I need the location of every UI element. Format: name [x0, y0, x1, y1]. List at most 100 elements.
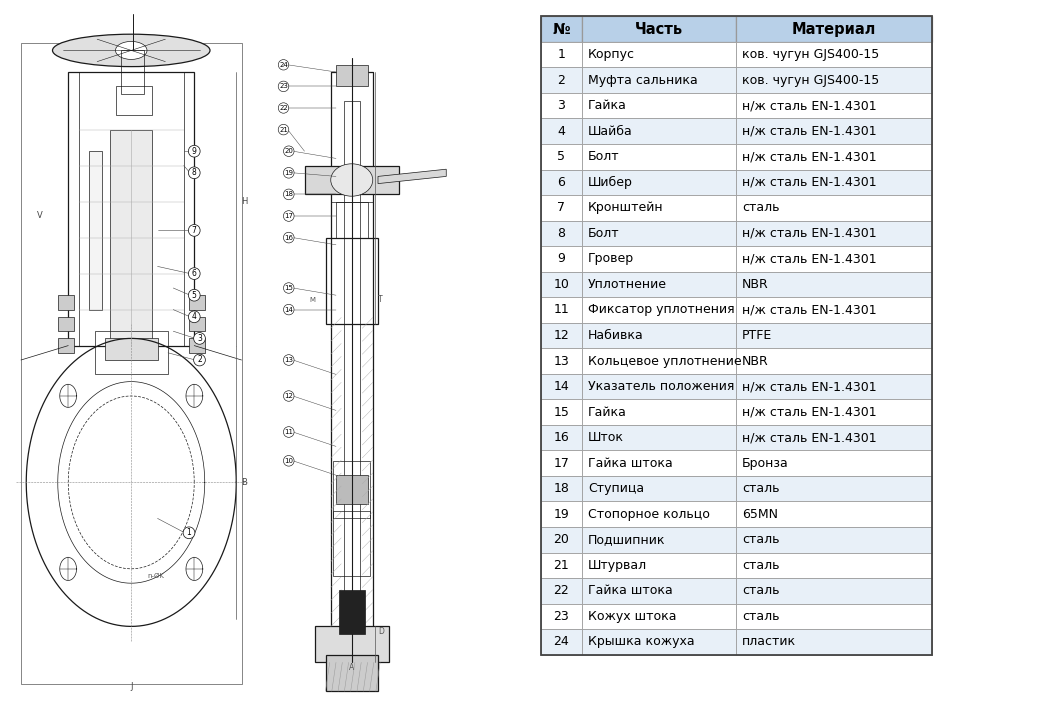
Bar	[541, 451, 582, 476]
Text: н/ж сталь EN-1.4301: н/ж сталь EN-1.4301	[742, 176, 877, 189]
Bar	[541, 169, 582, 195]
Bar	[582, 271, 736, 297]
Text: пластик: пластик	[742, 635, 796, 649]
Text: 5: 5	[558, 150, 565, 163]
Text: 5: 5	[192, 291, 196, 300]
Ellipse shape	[331, 163, 373, 197]
Text: 1: 1	[558, 48, 565, 61]
Bar	[336, 202, 367, 238]
Text: 4: 4	[558, 125, 565, 138]
Text: T: T	[378, 295, 382, 305]
Bar	[68, 72, 194, 346]
Bar	[582, 400, 736, 425]
Text: Гровер: Гровер	[588, 253, 634, 266]
Bar	[110, 130, 152, 346]
Text: сталь: сталь	[742, 202, 780, 215]
Text: 18: 18	[553, 482, 569, 495]
Bar	[541, 297, 582, 323]
Text: 16: 16	[553, 431, 569, 444]
Bar	[582, 119, 736, 144]
Bar	[582, 144, 736, 169]
Ellipse shape	[116, 41, 147, 59]
Text: 11: 11	[285, 429, 293, 435]
Bar	[736, 323, 931, 348]
Text: Кожух штока: Кожух штока	[588, 610, 676, 623]
Bar	[582, 374, 736, 400]
Bar	[582, 527, 736, 552]
Text: сталь: сталь	[742, 559, 780, 572]
Bar	[736, 527, 931, 552]
Bar	[541, 501, 582, 527]
Text: сталь: сталь	[742, 610, 780, 623]
Text: 3: 3	[197, 334, 202, 343]
Bar	[338, 590, 365, 634]
Bar	[736, 374, 931, 400]
Bar	[334, 511, 370, 576]
Text: сталь: сталь	[742, 534, 780, 546]
Bar	[334, 461, 370, 518]
Text: 23: 23	[553, 610, 569, 623]
Text: 21: 21	[553, 559, 569, 572]
Text: 1: 1	[187, 528, 191, 537]
Bar	[189, 295, 205, 310]
Text: V: V	[37, 212, 42, 220]
Text: 20: 20	[285, 148, 293, 154]
Text: н/ж сталь EN-1.4301: н/ж сталь EN-1.4301	[742, 125, 877, 138]
Bar	[736, 578, 931, 603]
Text: 65MN: 65MN	[742, 508, 778, 521]
Bar	[736, 603, 931, 629]
Text: 24: 24	[279, 62, 288, 68]
Text: ков. чугун GJS400-15: ков. чугун GJS400-15	[742, 48, 880, 61]
Text: Шайба: Шайба	[588, 125, 632, 138]
Bar	[541, 42, 582, 68]
Bar	[58, 317, 74, 331]
Text: 20: 20	[553, 534, 569, 546]
Bar	[189, 338, 205, 353]
Text: 17: 17	[285, 213, 293, 219]
Bar	[736, 451, 931, 476]
Bar	[541, 17, 931, 654]
Bar	[736, 348, 931, 374]
Text: Корпус: Корпус	[588, 48, 635, 61]
Text: 18: 18	[285, 192, 293, 197]
Bar	[336, 65, 367, 86]
Text: J: J	[130, 683, 132, 691]
Text: Шток: Шток	[588, 431, 624, 444]
Text: 3: 3	[558, 99, 565, 112]
Text: 6: 6	[558, 176, 565, 189]
Text: Шибер: Шибер	[588, 176, 633, 189]
Text: 11: 11	[553, 303, 569, 317]
Text: 12: 12	[553, 329, 569, 342]
Ellipse shape	[52, 34, 210, 67]
Text: н/ж сталь EN-1.4301: н/ж сталь EN-1.4301	[742, 380, 877, 393]
Bar	[736, 68, 931, 93]
Bar	[326, 238, 378, 324]
Text: Уплотнение: Уплотнение	[588, 278, 667, 291]
Bar	[736, 220, 931, 246]
Bar	[582, 425, 736, 451]
Bar	[582, 17, 736, 42]
Bar	[582, 603, 736, 629]
Text: Гайка штока: Гайка штока	[588, 456, 673, 469]
Bar	[736, 246, 931, 271]
Text: н/ж сталь EN-1.4301: н/ж сталь EN-1.4301	[742, 303, 877, 317]
Bar	[331, 72, 373, 202]
Text: 13: 13	[553, 354, 569, 367]
Bar	[582, 348, 736, 374]
Text: NBR: NBR	[742, 354, 769, 367]
Bar	[736, 552, 931, 578]
Text: Материал: Материал	[792, 22, 876, 37]
Bar	[541, 476, 582, 501]
Text: 19: 19	[553, 508, 569, 521]
Text: 14: 14	[553, 380, 569, 393]
Bar	[105, 338, 158, 360]
Bar	[541, 374, 582, 400]
Bar	[541, 400, 582, 425]
Text: 24: 24	[553, 635, 569, 649]
Bar	[541, 220, 582, 246]
Bar	[582, 501, 736, 527]
Bar	[541, 527, 582, 552]
Text: Муфта сальника: Муфта сальника	[588, 73, 697, 86]
Bar	[89, 151, 103, 310]
Bar	[541, 246, 582, 271]
